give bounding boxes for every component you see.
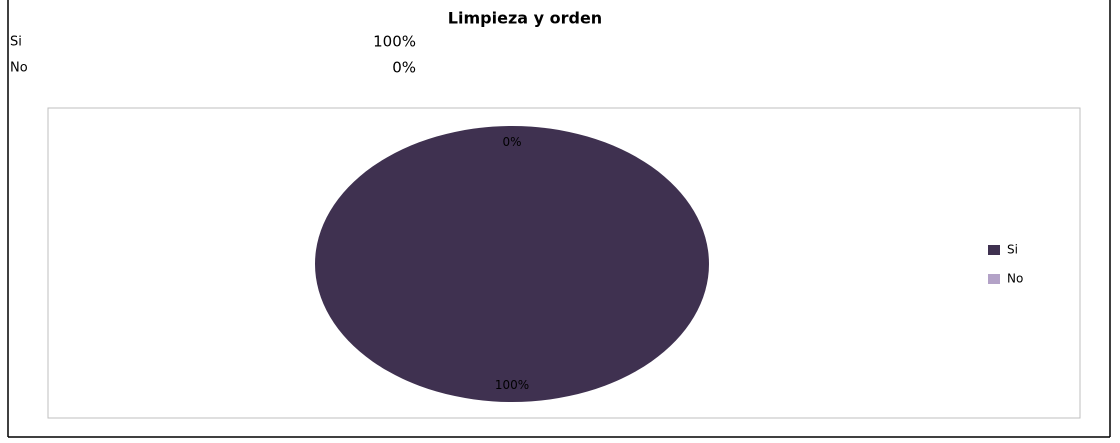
table-value: 100% xyxy=(373,33,416,51)
sheet-title: Limpieza y orden xyxy=(448,9,602,28)
legend-swatch xyxy=(988,245,1000,255)
pie-slice xyxy=(315,126,709,402)
legend-label: No xyxy=(1007,272,1023,286)
legend-swatch xyxy=(988,274,1000,284)
table-value: 0% xyxy=(392,59,416,77)
data-label: 0% xyxy=(502,135,521,149)
table-label: Si xyxy=(10,35,22,50)
legend-label: Si xyxy=(1007,243,1018,257)
data-label: 100% xyxy=(495,378,529,392)
table-label: No xyxy=(10,61,28,76)
